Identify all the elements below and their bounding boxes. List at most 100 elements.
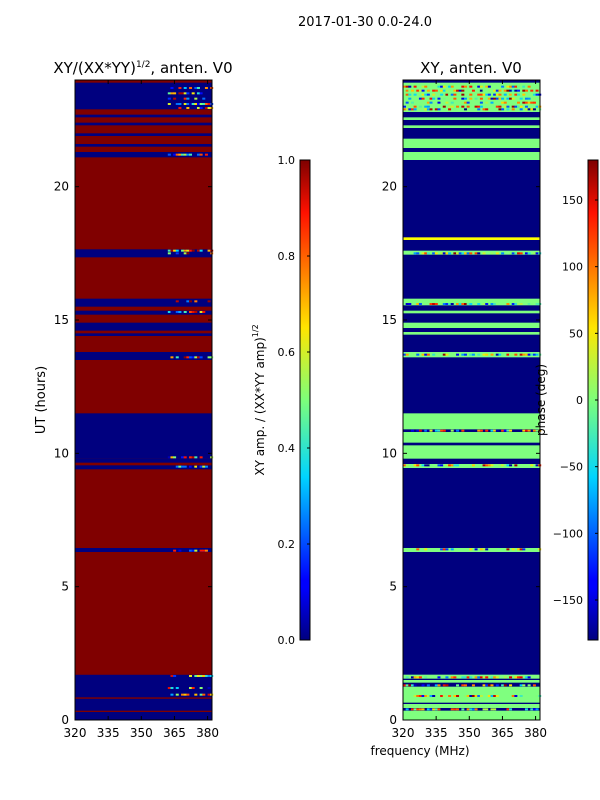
heatmap-band [403, 704, 540, 708]
heatmap-cell [456, 464, 460, 467]
heatmap-cell [453, 97, 457, 100]
heatmap-cell [442, 303, 446, 305]
heatmap-cell [527, 252, 531, 255]
heatmap-cell [490, 97, 494, 100]
heatmap-cell [194, 97, 198, 100]
heatmap-band [403, 152, 540, 160]
heatmap-cell [413, 684, 417, 687]
heatmap-cell [199, 103, 203, 105]
heatmap-cell [418, 303, 422, 305]
heatmap-cell [463, 101, 467, 104]
heatmap-cell [471, 684, 475, 687]
heatmap-band [403, 432, 540, 443]
heatmap-cell [506, 105, 510, 108]
heatmap-cell [532, 101, 536, 104]
heatmap-cell [501, 101, 505, 104]
heatmap-band [75, 122, 212, 126]
heatmap-cell [416, 676, 420, 679]
heatmap-cell [453, 708, 457, 711]
heatmap-cell [189, 103, 193, 105]
heatmap-cell [493, 97, 497, 100]
heatmap-cell [442, 429, 446, 432]
heatmap-cell [183, 311, 187, 313]
heatmap-cell [421, 684, 425, 687]
heatmap-cell [432, 303, 436, 305]
heatmap-cell [506, 429, 510, 432]
heatmap-cell [461, 97, 465, 100]
heatmap-cell [202, 693, 206, 696]
phase-title-main: XY, anten. V0 [420, 59, 522, 77]
heatmap-cell [501, 464, 505, 467]
heatmap-band [403, 125, 540, 128]
heatmap-cell [199, 687, 203, 689]
heatmap-cell [413, 708, 417, 711]
heatmap-cell [434, 89, 438, 92]
heatmap-cell [527, 85, 531, 88]
heatmap-cell [535, 464, 539, 467]
heatmap-cell [186, 356, 190, 359]
heatmap-cell [445, 464, 449, 467]
heatmap-cell [530, 353, 534, 356]
heatmap-cell [471, 464, 475, 467]
heatmap-cell [524, 353, 528, 356]
heatmap-cell [482, 684, 486, 687]
heatmap-cell [479, 89, 483, 92]
heatmap-cell [173, 456, 177, 459]
heatmap-cell [183, 87, 187, 89]
heatmap-cell [519, 97, 523, 100]
heatmap-cell [450, 429, 454, 432]
heatmap-cell [474, 708, 478, 711]
heatmap-cell [456, 429, 460, 432]
heatmap-cell [191, 549, 195, 552]
heatmap-cell [426, 708, 430, 711]
amplitude-title-superscript: 1/2 [136, 60, 150, 70]
x-axis-label: frequency (MHz) [370, 744, 469, 758]
heatmap-cell [178, 465, 182, 468]
heatmap-cell [207, 693, 211, 696]
heatmap-cell [175, 103, 179, 105]
heatmap-cell [167, 153, 171, 156]
heatmap-cell [434, 708, 438, 711]
heatmap-cell [448, 303, 452, 305]
heatmap-cell [471, 708, 475, 711]
heatmap-cell [440, 303, 444, 305]
heatmap-cell [186, 92, 190, 95]
heatmap-cell [421, 252, 425, 255]
heatmap-band [75, 82, 212, 110]
heatmap-cell [202, 549, 206, 552]
heatmap-cell [474, 548, 478, 551]
colorbar-label-main: XY amp. / (XX*YY amp) [253, 337, 267, 475]
heatmap-cell [408, 108, 412, 111]
heatmap-cell [511, 252, 515, 255]
heatmap-cell [440, 548, 444, 551]
heatmap-cell [477, 108, 481, 111]
heatmap-cell [527, 108, 531, 111]
heatmap-cell [482, 108, 486, 111]
heatmap-cell [183, 693, 187, 696]
heatmap-cell [194, 456, 198, 459]
heatmap-cell [493, 303, 497, 305]
heatmap-cell [424, 429, 428, 432]
heatmap-cell [202, 311, 206, 313]
heatmap-cell [532, 429, 536, 432]
heatmap-cell [181, 153, 185, 156]
heatmap-cell [207, 687, 211, 689]
heatmap-cell [514, 89, 518, 92]
heatmap-cell [506, 85, 510, 88]
heatmap-cell [514, 464, 518, 467]
heatmap-cell [463, 252, 467, 255]
heatmap-cell [509, 97, 513, 100]
heatmap-cell [487, 93, 491, 96]
heatmap-band [403, 464, 540, 468]
heatmap-cell [509, 464, 513, 467]
heatmap-cell [410, 101, 414, 104]
heatmap-cell [463, 97, 467, 100]
heatmap-cell [194, 693, 198, 696]
heatmap-cell [448, 85, 452, 88]
heatmap-cell [456, 303, 460, 305]
heatmap-cell [506, 89, 510, 92]
heatmap-cell [403, 108, 406, 111]
heatmap-cell [482, 708, 486, 711]
heatmap-cell [514, 303, 518, 305]
heatmap-cell [202, 103, 206, 105]
